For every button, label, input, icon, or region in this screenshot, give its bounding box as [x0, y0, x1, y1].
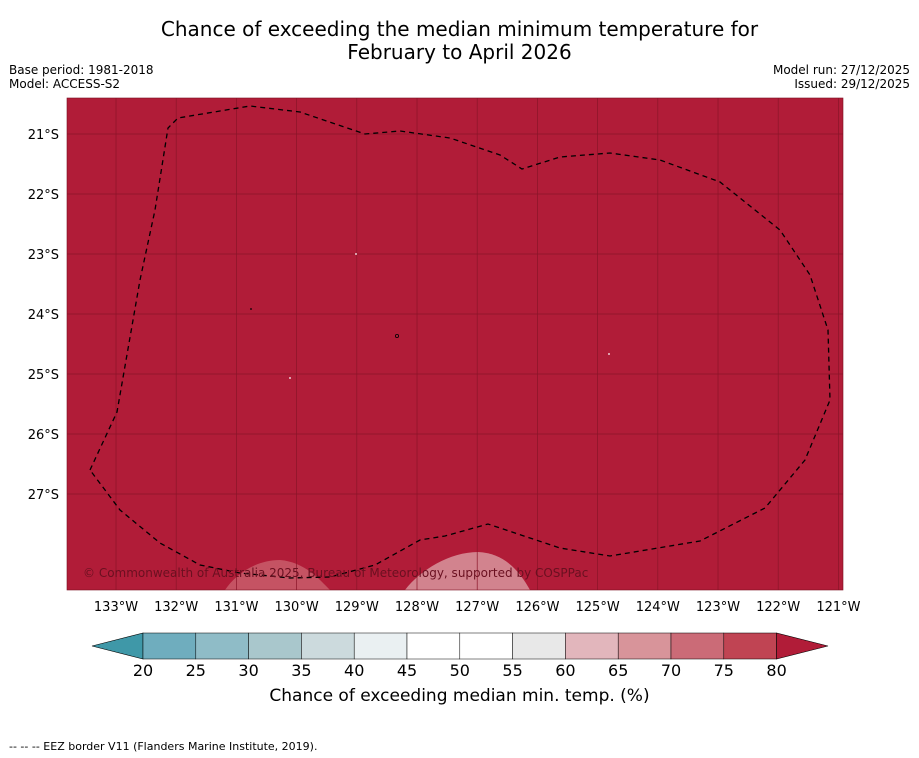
light-patch-center: [405, 552, 530, 590]
lon-label: 121°W: [816, 600, 860, 615]
lat-label: 27°S: [28, 488, 59, 503]
colorbar: [91, 632, 829, 660]
colorbar-label: Chance of exceeding median min. temp. (%…: [269, 686, 650, 706]
colorbar-segment: [353, 632, 408, 660]
lon-label: 125°W: [576, 600, 620, 615]
colorbar-tick-label: 80: [766, 661, 786, 680]
colorbar-tick-label: 20: [133, 661, 153, 680]
colorbar-segment: [301, 632, 355, 660]
colorbar-segment: [512, 632, 566, 660]
island-dot: [608, 353, 610, 355]
lat-label: 26°S: [28, 428, 59, 443]
model-run: Model run: 27/12/2025: [772, 63, 910, 77]
colorbar-tick-label: 75: [714, 661, 734, 680]
colorbar-segment: [617, 632, 672, 660]
footnote-eez: -- -- -- EEZ border V11 (Flanders Marine…: [9, 740, 318, 753]
island-dot: [394, 333, 399, 338]
colorbar-segment: [142, 632, 197, 660]
lon-label: 128°W: [395, 600, 439, 615]
colorbar-tick-label: 65: [608, 661, 628, 680]
colorbar-tick-label: 70: [661, 661, 681, 680]
colorbar-segment: [670, 632, 725, 660]
title-line-1: Chance of exceeding the median minimum t…: [160, 17, 759, 41]
lon-label: 124°W: [636, 600, 680, 615]
gridlines: [67, 98, 843, 590]
base-period: Base period: 1981-2018: [9, 63, 154, 77]
island-dot: [250, 308, 252, 310]
colorbar-tick-label: 30: [238, 661, 258, 680]
lat-label: 25°S: [28, 368, 59, 383]
issued-date: Issued: 29/12/2025: [794, 77, 910, 91]
colorbar-tick-label: 60: [555, 661, 575, 680]
island-dot: [355, 253, 357, 255]
colorbar-tick-label: 55: [502, 661, 522, 680]
colorbar-tick-label: 35: [291, 661, 311, 680]
light-patch-west: [225, 560, 330, 590]
colorbar-segment: [723, 632, 777, 660]
colorbar-tick-label: 50: [450, 661, 470, 680]
longitude-labels: 133°W 132°W 131°W 130°W 129°W 128°W 127°W 126°W…: [94, 600, 861, 615]
colorbar-tick-label: 25: [186, 661, 206, 680]
lon-label: 131°W: [214, 600, 258, 615]
forecast-map: © Commonwealth of Australia 2025, Bureau…: [28, 97, 861, 680]
colorbar-segment: [565, 632, 619, 660]
lat-label: 23°S: [28, 248, 59, 263]
lon-label: 123°W: [696, 600, 740, 615]
lon-label: 129°W: [335, 600, 379, 615]
lon-label: 122°W: [756, 600, 800, 615]
lon-label: 132°W: [154, 600, 198, 615]
colorbar-tick-label: 45: [397, 661, 417, 680]
map-frame: [66, 97, 844, 591]
lat-label: 24°S: [28, 308, 59, 323]
colorbar-segment: [195, 632, 249, 660]
colorbar-segment: [406, 632, 461, 660]
chart-title: Chance of exceeding the median minimum t…: [0, 18, 919, 64]
lon-label: 130°W: [275, 600, 319, 615]
title-line-2: February to April 2026: [347, 40, 572, 64]
colorbar-arrow-low: [91, 632, 144, 660]
model-name: Model: ACCESS-S2: [9, 77, 121, 91]
colorbar-segment: [248, 632, 302, 660]
lat-label: 21°S: [28, 128, 59, 143]
copyright-text: © Commonwealth of Australia 2025, Bureau…: [83, 566, 588, 580]
island-dot: [289, 377, 291, 379]
colorbar-tick-label: 40: [344, 661, 364, 680]
lon-label: 126°W: [515, 600, 559, 615]
meta-left: Base period: 1981-2018 Model: ACCESS-S2: [9, 63, 154, 91]
lon-label: 133°W: [94, 600, 138, 615]
latitude-labels: 21°S 22°S 23°S 24°S 25°S 26°S 27°S: [28, 128, 59, 503]
colorbar-arrow-high: [776, 632, 829, 660]
lat-label: 22°S: [28, 188, 59, 203]
colorbar-segment: [459, 632, 513, 660]
lon-label: 127°W: [455, 600, 499, 615]
map-background: [67, 98, 843, 590]
meta-right: Model run: 27/12/2025 Issued: 29/12/2025: [773, 63, 910, 91]
colorbar-ticks: 20 25 30 35 40 45 50 55 60 65 70 75 80: [133, 661, 787, 680]
